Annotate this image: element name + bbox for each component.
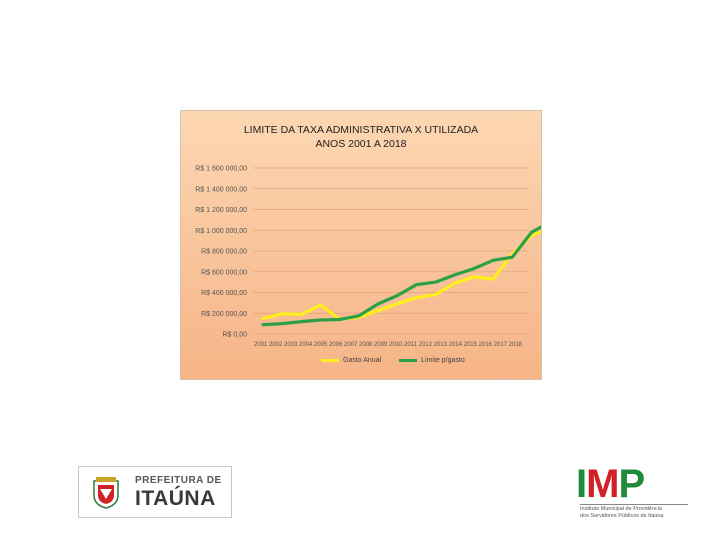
data-point-s0-2013 bbox=[492, 278, 494, 280]
data-point-s1-2002 bbox=[281, 322, 283, 325]
y-tick-label-6: R$ 1 200 000,00 bbox=[195, 207, 247, 214]
data-point-s1-2010 bbox=[434, 281, 437, 283]
data-point-s1-2003 bbox=[300, 320, 303, 323]
chart-title-line2: ANOS 2001 A 2018 bbox=[315, 138, 407, 150]
data-point-s1-2014 bbox=[511, 256, 514, 259]
data-point-s0-2009 bbox=[415, 296, 418, 299]
data-point-s1-2011 bbox=[453, 274, 456, 276]
y-tick-label-8: R$ 1 600 000,00 bbox=[195, 166, 247, 173]
data-point-s0-2011 bbox=[453, 282, 456, 284]
series-line-1 bbox=[261, 225, 541, 327]
series-line-0 bbox=[261, 230, 541, 322]
imp-subtitle: Instituto Municipal de Providência dos S… bbox=[580, 504, 688, 519]
data-point-s0-2004 bbox=[319, 304, 322, 306]
imp-subtitle-line1: Instituto Municipal de Providência bbox=[580, 506, 662, 512]
prefeitura-itauna-logo: PREFEITURA DE ITAÚNA bbox=[78, 466, 232, 518]
data-point-s0-2012 bbox=[473, 276, 475, 278]
imp-logo: IMP Instituto Municipal de Providência d… bbox=[576, 462, 688, 524]
logo-left-line2: ITAÚNA bbox=[135, 487, 216, 510]
y-tick-label-1: R$ 200 000,00 bbox=[201, 311, 247, 318]
data-point-s1-2012 bbox=[473, 267, 475, 270]
data-point-s1-2005 bbox=[338, 318, 341, 321]
chart-legend: Gasto Anual Limite p/gasto bbox=[321, 357, 465, 364]
data-point-s0-2010 bbox=[434, 293, 437, 296]
chart-title: LIMITE DA TAXA ADMINISTRATIVA X UTILIZAD… bbox=[181, 123, 541, 151]
chart-area: LIMITE DA TAXA ADMINISTRATIVA X UTILIZAD… bbox=[180, 110, 542, 380]
imp-mark: IMP bbox=[576, 462, 645, 506]
y-tick-label-2: R$ 400 000,00 bbox=[201, 290, 247, 297]
y-tick-label-7: R$ 1 400 000,00 bbox=[195, 186, 247, 193]
imp-letter-p: P bbox=[618, 462, 645, 506]
legend-item-gasto-anual: Gasto Anual bbox=[321, 357, 381, 364]
legend-swatch-gasto-anual bbox=[321, 359, 339, 362]
logo-left-line1: PREFEITURA DE bbox=[135, 475, 222, 486]
data-point-s1-2001 bbox=[262, 323, 264, 326]
x-tick-labels: 2001 2002 2003 2004 2005 2006 2007 2008 … bbox=[254, 341, 522, 348]
chart-title-line1: LIMITE DA TAXA ADMINISTRATIVA X UTILIZAD… bbox=[243, 124, 479, 136]
crest-icon bbox=[93, 477, 119, 509]
data-point-s0-2003 bbox=[300, 313, 303, 316]
data-point-s1-2004 bbox=[319, 319, 322, 321]
data-point-s1-2007 bbox=[377, 303, 379, 305]
y-tick-label-0: R$ 0,00 bbox=[222, 332, 247, 339]
legend-label-limite: Limite p/gasto bbox=[421, 357, 465, 364]
data-point-s1-2013 bbox=[492, 259, 494, 262]
legend-item-limite: Limite p/gasto bbox=[399, 357, 465, 364]
legend-label-gasto-anual: Gasto Anual bbox=[343, 357, 382, 364]
data-point-s1-2008 bbox=[396, 294, 399, 297]
data-point-s0-2001 bbox=[262, 317, 264, 320]
data-point-s1-2015 bbox=[530, 231, 533, 234]
data-point-s0-2007 bbox=[377, 309, 379, 312]
y-tick-label-3: R$ 600 000,00 bbox=[201, 269, 247, 276]
data-point-s1-2006 bbox=[358, 315, 360, 317]
y-tick-label-5: R$ 1 000 000,00 bbox=[195, 228, 247, 235]
legend-swatch-limite bbox=[399, 359, 418, 362]
data-point-s1-2009 bbox=[415, 283, 418, 286]
line-chart: R$ 0,00 R$ 200 000,00 R$ 400 000,00 R$ 600 … bbox=[195, 166, 541, 348]
imp-letter-m: M bbox=[586, 462, 619, 506]
data-point-s0-2008 bbox=[396, 303, 399, 305]
data-point-s0-2002 bbox=[281, 312, 283, 315]
y-tick-label-4: R$ 800 000,00 bbox=[201, 249, 247, 256]
imp-letter-i: I bbox=[576, 462, 587, 506]
imp-subtitle-line2: dos Servidores Públicos de Itaúna bbox=[580, 512, 664, 519]
